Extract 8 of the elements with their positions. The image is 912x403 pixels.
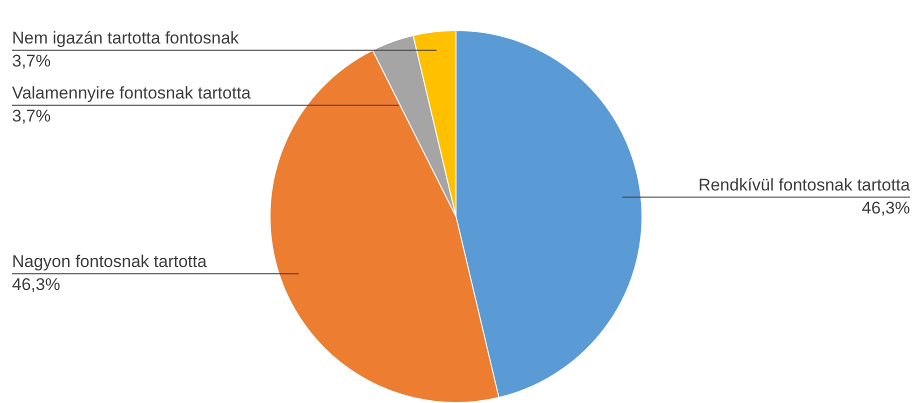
data-label: 3,7% bbox=[12, 51, 51, 70]
slice-label: Valamennyire fontosnak tartotta bbox=[12, 83, 252, 102]
slice-label: Rendkívül fontosnak tartotta bbox=[698, 175, 911, 194]
slice-label: Nem igazán tartotta fontosnak bbox=[12, 28, 240, 48]
data-label: 3,7% bbox=[12, 106, 51, 126]
data-label: 46,3% bbox=[862, 198, 910, 218]
data-label: 46,3% bbox=[12, 274, 60, 294]
slice-label: Nagyon fontosnak tartotta bbox=[12, 252, 208, 271]
